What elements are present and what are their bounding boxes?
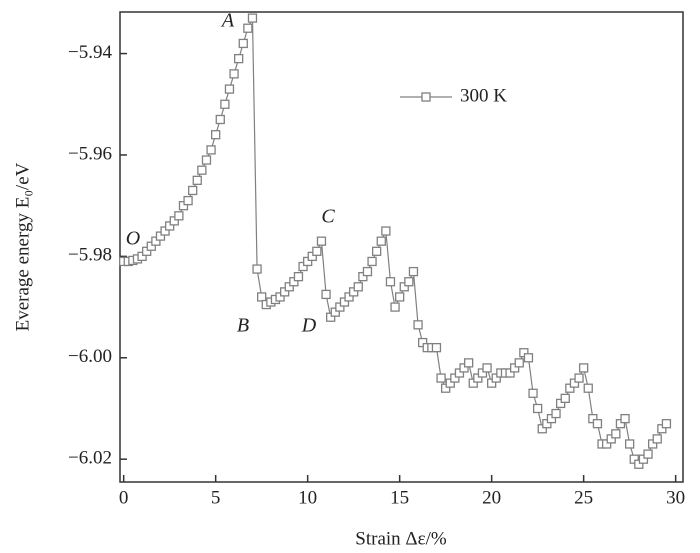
- marker: [404, 277, 414, 287]
- marker: [533, 403, 543, 414]
- marker: [243, 23, 253, 33]
- marker: [312, 246, 322, 256]
- x-tick-label: 5: [211, 487, 221, 508]
- series-line: [123, 17, 667, 466]
- y-tick-label: −5.96: [68, 143, 112, 164]
- marker: [624, 439, 635, 449]
- marker: [367, 256, 377, 267]
- marker: [353, 282, 363, 292]
- marker: [376, 236, 386, 246]
- marker: [293, 272, 304, 282]
- marker: [206, 145, 216, 155]
- y-tick-label: −5.94: [68, 42, 112, 63]
- marker: [174, 211, 184, 221]
- marker: [652, 434, 662, 444]
- marker: [197, 165, 207, 175]
- marker: [620, 413, 630, 424]
- legend-marker: [421, 92, 431, 102]
- legend-label: 300 K: [460, 85, 507, 106]
- marker: [183, 195, 193, 206]
- marker: [583, 383, 593, 393]
- marker: [201, 155, 212, 165]
- marker: [611, 429, 621, 439]
- marker: [211, 130, 221, 140]
- marker: [381, 226, 391, 236]
- y-tick-label: −6.02: [68, 448, 112, 469]
- x-tick-label: 15: [390, 487, 409, 508]
- marker: [247, 13, 258, 23]
- annotation: O: [126, 228, 140, 250]
- marker: [316, 236, 327, 246]
- marker: [578, 363, 589, 373]
- annotation: A: [220, 10, 235, 32]
- marker: [643, 449, 653, 459]
- marker: [560, 393, 570, 403]
- marker: [385, 277, 396, 287]
- x-tick-label: 30: [666, 487, 685, 508]
- marker: [551, 408, 561, 419]
- annotation: D: [301, 315, 317, 337]
- marker: [224, 84, 235, 94]
- marker: [372, 246, 382, 256]
- marker: [436, 373, 446, 383]
- marker: [390, 302, 400, 312]
- marker: [215, 114, 225, 125]
- marker: [408, 266, 419, 277]
- marker: [362, 266, 373, 277]
- marker: [528, 388, 538, 398]
- marker: [482, 363, 492, 373]
- marker: [395, 292, 405, 302]
- marker: [229, 69, 239, 79]
- marker: [592, 419, 603, 429]
- marker: [192, 175, 202, 185]
- marker: [252, 264, 262, 274]
- annotation: B: [237, 315, 249, 337]
- marker: [188, 185, 198, 196]
- marker: [413, 320, 423, 330]
- marker: [321, 289, 331, 300]
- x-tick-label: 0: [119, 487, 129, 508]
- marker: [574, 373, 584, 383]
- annotation: C: [321, 206, 335, 228]
- x-tick-label: 25: [574, 487, 593, 508]
- marker: [514, 358, 524, 368]
- y-axis-label: Everage energy E₀/eV: [12, 162, 33, 331]
- y-tick-label: −6.00: [68, 346, 112, 367]
- plot-frame: [119, 11, 684, 483]
- x-tick-label: 10: [298, 487, 317, 508]
- marker: [523, 353, 534, 363]
- y-tick-label: −5.98: [68, 245, 112, 266]
- marker: [661, 419, 672, 429]
- marker: [431, 342, 442, 353]
- marker: [220, 99, 230, 109]
- marker: [464, 358, 474, 368]
- x-axis-label: Strain Δε/%: [355, 528, 447, 549]
- marker: [257, 292, 267, 302]
- marker: [234, 53, 244, 64]
- x-tick-label: 20: [482, 487, 501, 508]
- marker: [238, 38, 248, 49]
